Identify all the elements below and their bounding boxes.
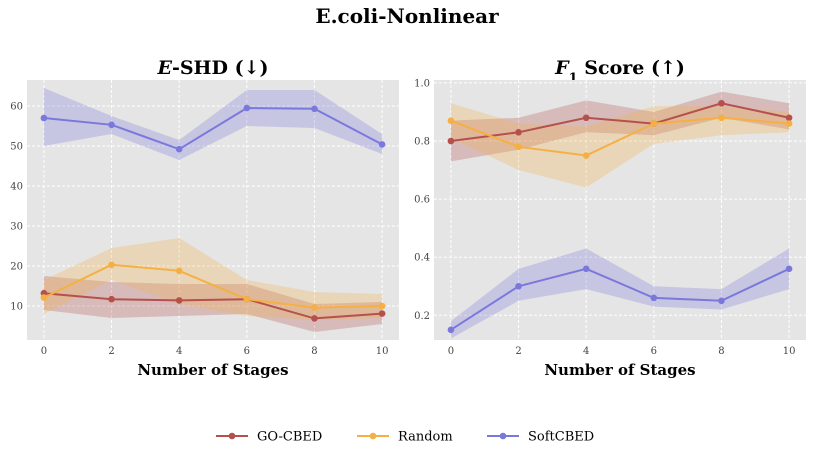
data-point-random [108, 261, 115, 269]
data-point-go-cbed [582, 114, 590, 122]
data-point-random [40, 294, 48, 301]
confidence-band-softcbed [43, 88, 383, 160]
data-point-random [515, 143, 522, 151]
legend-label: Random [398, 430, 453, 445]
legend-marker [228, 432, 236, 440]
confidence-band-random [450, 103, 790, 188]
data-point-random [175, 267, 183, 275]
y-tick-label: 0.6 [414, 195, 430, 206]
data-point-go-cbed [378, 310, 386, 317]
x-tick-label: 6 [651, 346, 657, 357]
data-point-go-cbed [515, 128, 522, 136]
y-tick-label: 20 [10, 262, 23, 273]
data-point-random [243, 295, 251, 303]
data-point-random [650, 120, 658, 127]
legend-marker [369, 432, 377, 440]
panel-f1-score: F1 Score (↑) 0 2 4 6 8 10 0.2 0.4 0.6 0.8 1.0 Number… [414, 57, 806, 379]
x-tick-label: 10 [376, 346, 389, 357]
data-point-random [311, 304, 318, 311]
data-point-go-cbed [447, 137, 455, 145]
series-line-softcbed [450, 267, 790, 331]
plot-area [434, 80, 806, 340]
confidence-band-random [43, 238, 383, 320]
x-axis-label: Number of Stages [137, 361, 288, 379]
series-line-softcbed [43, 106, 383, 151]
data-point-softcbed [243, 104, 251, 112]
series-line-random [450, 116, 790, 157]
series-line-go-cbed [450, 102, 790, 142]
legend-label: GO-CBED [257, 430, 322, 445]
data-point-go-cbed [108, 295, 115, 303]
y-tick-label: 10 [10, 302, 23, 313]
y-tick-label: 30 [10, 222, 23, 233]
data-point-softcbed [447, 326, 455, 334]
data-point-softcbed [650, 294, 658, 302]
x-tick-label: 2 [108, 346, 114, 357]
legend-marker [499, 432, 507, 440]
data-point-go-cbed [785, 114, 793, 122]
x-tick-label: 0 [448, 346, 454, 357]
data-point-softcbed [515, 282, 522, 290]
data-point-go-cbed [175, 297, 183, 304]
data-point-softcbed [378, 141, 386, 148]
x-tick-label: 8 [311, 346, 317, 357]
data-point-softcbed [718, 297, 725, 305]
y-tick-label: 0.4 [414, 253, 430, 264]
x-axis-label: Number of Stages [544, 361, 695, 379]
y-tick-label: 50 [10, 142, 23, 153]
panel-title: E-SHD (↓) [156, 57, 268, 79]
data-point-softcbed [582, 265, 590, 273]
y-tick-label: 0.2 [414, 311, 430, 322]
legend-label: SoftCBED [528, 430, 594, 445]
data-point-go-cbed [718, 99, 725, 107]
figure-title: E.coli-Nonlinear [315, 4, 499, 28]
data-point-random [378, 302, 386, 310]
y-tick-label: 0.8 [414, 137, 430, 148]
x-tick-label: 2 [515, 346, 521, 357]
data-point-softcbed [175, 145, 183, 153]
confidence-band-softcbed [450, 248, 790, 339]
panel-e-shd: E-SHD (↓) 0 2 4 6 8 10 10 20 30 40 50 60 Number of St… [10, 57, 399, 379]
data-point-go-cbed [311, 315, 318, 322]
data-point-softcbed [108, 121, 115, 129]
data-point-softcbed [311, 105, 318, 113]
data-point-random [582, 152, 590, 159]
data-point-random [447, 117, 455, 124]
x-tick-label: 8 [718, 346, 724, 357]
data-point-random [785, 120, 793, 127]
y-tick-label: 60 [10, 102, 23, 113]
legend: GO-CBED Random SoftCBED [216, 430, 594, 445]
series-line-random [43, 263, 383, 309]
confidence-band-go-cbed [43, 276, 383, 332]
y-tick-label: 40 [10, 182, 23, 193]
x-tick-label: 4 [583, 346, 589, 357]
y-tick-label: 1.0 [414, 78, 430, 89]
series-line-go-cbed [43, 292, 383, 320]
data-point-random [718, 114, 725, 122]
x-tick-label: 0 [41, 346, 47, 357]
x-tick-label: 10 [783, 346, 796, 357]
data-point-softcbed [785, 265, 793, 273]
data-point-softcbed [40, 114, 48, 122]
x-tick-label: 6 [244, 346, 250, 357]
panel-title: F1 Score (↑) [554, 57, 685, 86]
x-tick-label: 4 [176, 346, 182, 357]
